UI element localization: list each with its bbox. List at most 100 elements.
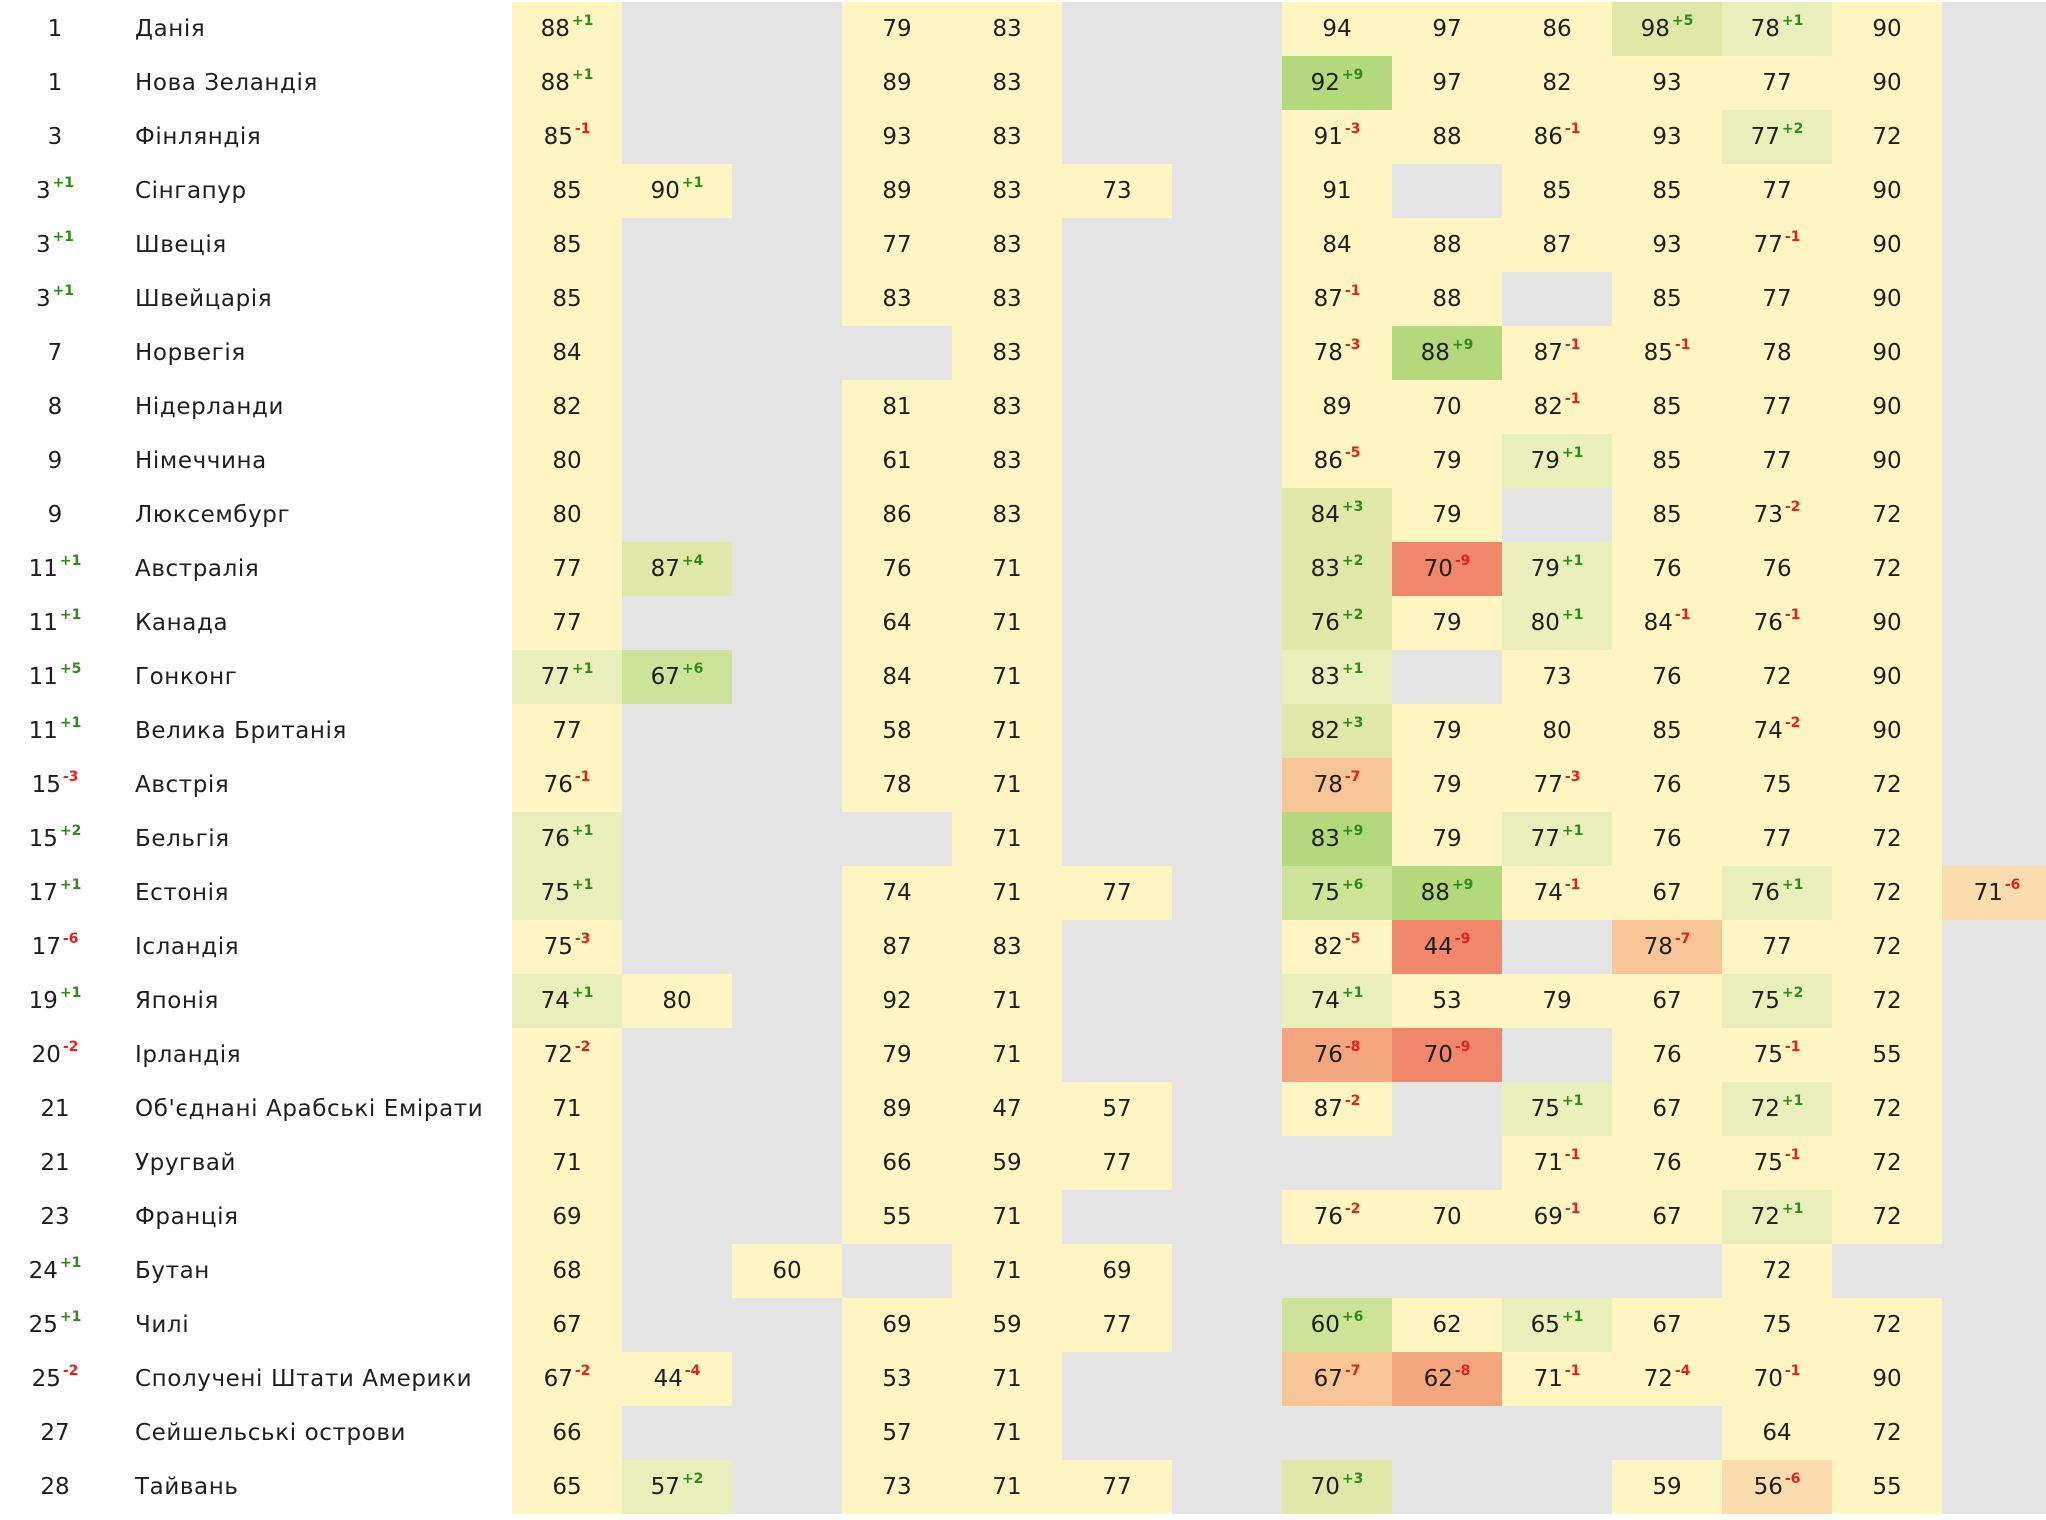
score-value: 92	[882, 988, 912, 1014]
empty-cell	[622, 1082, 732, 1136]
score-cell: 76	[1612, 758, 1722, 812]
score-cell: 84	[1282, 218, 1392, 272]
table-row: 17 +1 Естонія 75 +1 74 71 77 75 +6 88 +9 74 -1 67 76 +1 7…	[0, 866, 2046, 920]
score-cell: 70 -9	[1392, 542, 1502, 596]
rank-value: 24	[28, 1258, 58, 1284]
table-row: 1 Данія 88 +1 79 83 94 97 86 98 +5 78 +1 90	[0, 2, 2046, 56]
score-cell: 77	[1062, 1298, 1172, 1352]
score-change: -3	[1344, 121, 1361, 137]
score-cell: 74 -2	[1722, 704, 1832, 758]
empty-cell	[1172, 380, 1282, 434]
rank-value: 11	[28, 718, 58, 744]
score-value: 83	[992, 70, 1022, 96]
score-value: 61	[882, 448, 912, 474]
score-value: 85	[543, 124, 573, 150]
score-value: 77	[1762, 934, 1792, 960]
score-value: 71	[992, 1420, 1022, 1446]
score-cell: 89	[842, 164, 952, 218]
score-value: 69	[1533, 1204, 1563, 1230]
score-value: 56	[1753, 1474, 1783, 1500]
score-change: -3	[1344, 337, 1361, 353]
score-cell: 74	[842, 866, 952, 920]
score-value: 85	[1652, 178, 1682, 204]
score-cell: 71 -1	[1502, 1136, 1612, 1190]
empty-cell	[1172, 1190, 1282, 1244]
empty-cell	[732, 164, 842, 218]
score-cell: 77	[842, 218, 952, 272]
table-row: 11 +1 Канада 77 64 71 76 +2 79 80 +1 84 -1 76 -1 90	[0, 596, 2046, 650]
rank-value: 1	[47, 16, 63, 42]
score-value: 76	[1652, 1150, 1682, 1176]
score-value: 67	[543, 1366, 573, 1392]
empty-cell	[1832, 1244, 1942, 1298]
score-value: 86	[1313, 448, 1343, 474]
score-cell: 76	[842, 542, 952, 596]
empty-cell	[732, 218, 842, 272]
score-cell: 75 +1	[512, 866, 622, 920]
empty-cell	[1942, 596, 2046, 650]
score-cell: 93	[842, 110, 952, 164]
table-row: 25 -2 Сполучені Штати Америки 67 -2 44 -4 53 71 6…	[0, 1352, 2046, 1406]
country-name: Швейцарія	[135, 286, 273, 312]
score-value: 76	[1652, 664, 1682, 690]
score-cell: 79	[1502, 974, 1612, 1028]
score-value: 72	[1750, 1096, 1780, 1122]
table-row: 23 Франція 69 55 71 76 -2 70 69 -1 67 72 +1 72	[0, 1190, 2046, 1244]
score-cell: 83	[842, 272, 952, 326]
score-value: 69	[882, 1312, 912, 1338]
score-cell: 79	[1392, 758, 1502, 812]
score-cell: 70 -9	[1392, 1028, 1502, 1082]
score-cell: 72 +1	[1722, 1190, 1832, 1244]
empty-cell	[1942, 1244, 2046, 1298]
score-cell: 77	[1722, 380, 1832, 434]
score-cell: 76	[1612, 812, 1722, 866]
score-cell: 76	[1612, 542, 1722, 596]
score-value: 90	[1872, 1366, 1902, 1392]
score-cell: 72 +1	[1722, 1082, 1832, 1136]
score-value: 93	[1652, 124, 1682, 150]
score-change: -7	[1344, 1363, 1361, 1379]
country-name: Чилі	[135, 1312, 190, 1338]
score-cell: 83	[952, 434, 1062, 488]
score-value: 83	[1310, 826, 1340, 852]
score-value: 79	[882, 1042, 912, 1068]
score-value: 71	[992, 880, 1022, 906]
country-name: Фінляндія	[135, 124, 262, 150]
score-cell: 72 -4	[1612, 1352, 1722, 1406]
rank-value: 20	[31, 1042, 61, 1068]
score-value: 72	[1872, 1312, 1902, 1338]
score-value: 79	[1432, 826, 1462, 852]
score-cell: 71	[512, 1082, 622, 1136]
score-cell: 90	[1832, 650, 1942, 704]
table-row: 27 Сейшельські острови 66 57 71 64 72	[0, 1406, 2046, 1460]
score-cell: 90	[1832, 380, 1942, 434]
empty-cell	[1172, 434, 1282, 488]
score-cell: 84	[512, 326, 622, 380]
rank-value: 17	[31, 934, 61, 960]
score-value: 80	[552, 502, 582, 528]
score-value: 83	[992, 448, 1022, 474]
score-cell: 82 -5	[1282, 920, 1392, 974]
empty-cell	[732, 974, 842, 1028]
score-cell: 67	[1612, 866, 1722, 920]
score-cell: 71	[952, 1190, 1062, 1244]
empty-cell	[622, 758, 732, 812]
table-row: 19 +1 Японія 74 +1 80 92 71 74 +1 53 79 67 75 +2 72	[0, 974, 2046, 1028]
empty-cell	[622, 866, 732, 920]
score-value: 67	[1652, 1312, 1682, 1338]
country-name: Ісландія	[135, 934, 240, 960]
score-cell: 77 +1	[1502, 812, 1612, 866]
score-cell: 76	[1722, 542, 1832, 596]
score-cell: 72	[1832, 1190, 1942, 1244]
score-cell: 87 -1	[1282, 272, 1392, 326]
empty-cell	[1942, 2, 2046, 56]
score-cell: 71	[952, 866, 1062, 920]
score-value: 88	[1432, 232, 1462, 258]
rank-cell: 20 -2	[0, 1028, 110, 1082]
score-cell: 71	[952, 812, 1062, 866]
empty-cell	[1392, 1406, 1502, 1460]
score-cell: 83	[952, 110, 1062, 164]
score-cell: 83	[952, 488, 1062, 542]
rank-cell: 27	[0, 1406, 110, 1460]
score-value: 74	[1533, 880, 1563, 906]
